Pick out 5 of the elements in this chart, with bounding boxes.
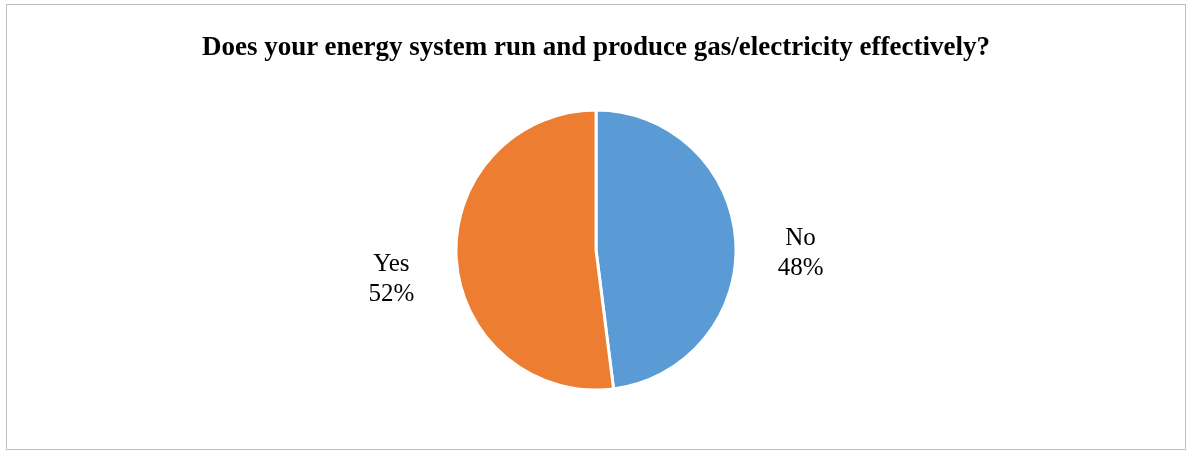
- data-label: 52%: [368, 278, 415, 306]
- chart-title: Does your energy system run and produce gas/electricity effectively?: [202, 31, 990, 61]
- data-label: 48%: [777, 253, 824, 281]
- slice-label: No: [785, 223, 816, 251]
- slice-label: Yes: [373, 248, 410, 276]
